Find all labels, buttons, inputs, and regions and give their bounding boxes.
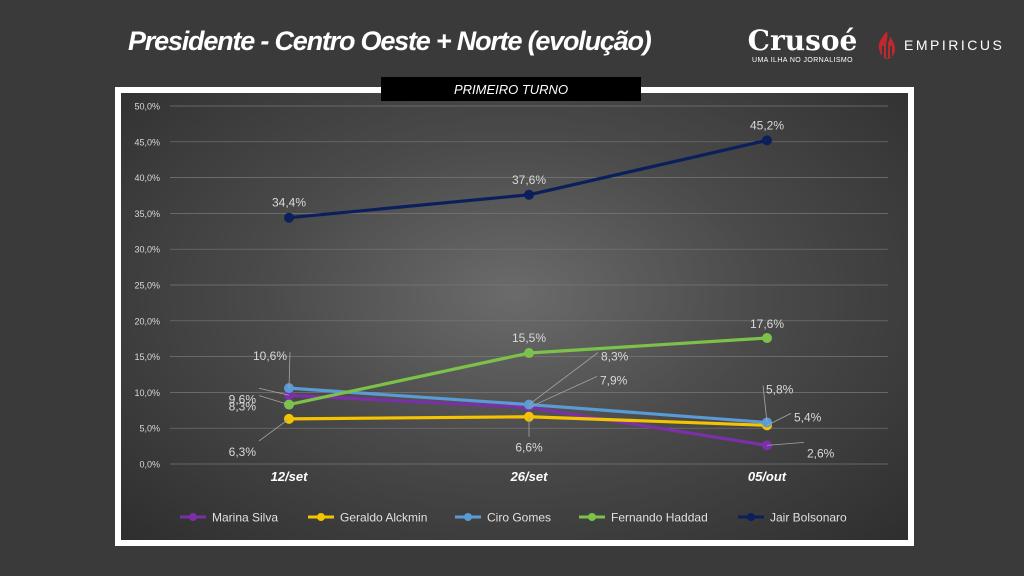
data-label: 10,6% xyxy=(253,349,287,363)
data-label: 9,6% xyxy=(229,392,257,406)
data-label: 8,3% xyxy=(601,350,629,364)
y-tick-label: 5,0% xyxy=(139,424,160,434)
leader-line xyxy=(766,441,805,446)
x-tick-label: 05/out xyxy=(748,469,787,484)
empiricus-flame-icon xyxy=(878,31,895,59)
data-label: 34,4% xyxy=(272,196,306,210)
empiricus-logo: EMPIRICUS xyxy=(876,30,1004,60)
chart-plot-area xyxy=(121,93,908,540)
x-tick-label: 12/set xyxy=(271,469,309,484)
page-title: Presidente - Centro Oeste + Norte (evolu… xyxy=(128,26,652,56)
y-tick-label: 30,0% xyxy=(134,245,160,255)
data-label: 5,8% xyxy=(766,382,794,396)
leader-line xyxy=(528,352,599,405)
leader-line xyxy=(528,376,598,408)
legend-marker xyxy=(317,513,325,521)
legend-marker xyxy=(189,513,197,521)
y-tick-label: 25,0% xyxy=(134,281,160,291)
y-tick-label: 40,0% xyxy=(134,173,160,183)
data-label: 8,3% xyxy=(229,400,257,414)
data-point xyxy=(284,212,294,223)
x-tick-label: 26/set xyxy=(510,469,549,484)
leader-line xyxy=(258,387,290,396)
y-tick-label: 15,0% xyxy=(134,352,160,362)
data-point xyxy=(762,135,772,146)
leader-line xyxy=(762,385,768,423)
crusoe-logo: Crusoé UMA ILHA NO JORNALISMO xyxy=(745,24,860,65)
data-point xyxy=(524,189,534,200)
y-tick-label: 35,0% xyxy=(134,209,160,219)
legend-marker xyxy=(464,513,472,521)
legend-label: Marina Silva xyxy=(212,511,278,525)
data-label: 17,6% xyxy=(750,317,784,331)
data-point xyxy=(524,348,534,359)
leader-line xyxy=(288,352,291,389)
legend-label: Jair Bolsonaro xyxy=(770,511,847,525)
data-label: 7,9% xyxy=(600,373,628,387)
data-label: 15,5% xyxy=(512,331,546,345)
data-point xyxy=(762,332,772,343)
leader-line xyxy=(766,412,792,426)
chart-subtitle-banner: PRIMEIRO TURNO xyxy=(381,77,641,101)
crusoe-logo-tagline: UMA ILHA NO JORNALISMO xyxy=(752,57,853,64)
y-tick-label: 20,0% xyxy=(134,316,160,326)
crusoe-logo-name: Crusoé xyxy=(747,24,858,57)
y-tick-label: 0,0% xyxy=(139,460,160,470)
legend-marker xyxy=(588,513,596,521)
empiricus-logo-name: EMPIRICUS xyxy=(904,37,1005,53)
y-tick-label: 45,0% xyxy=(134,137,160,147)
y-tick-label: 10,0% xyxy=(134,388,160,398)
data-label: 45,2% xyxy=(750,118,784,132)
data-label: 6,6% xyxy=(515,441,543,455)
legend-label: Geraldo Alckmin xyxy=(340,511,427,525)
leader-line xyxy=(258,395,290,405)
data-label: 6,3% xyxy=(229,445,257,459)
legend-label: Fernando Haddad xyxy=(611,511,708,525)
leader-line xyxy=(258,418,290,442)
data-label: 37,6% xyxy=(512,173,546,187)
data-label: 5,4% xyxy=(794,410,822,424)
y-tick-label: 50,0% xyxy=(134,102,160,112)
legend-label: Ciro Gomes xyxy=(487,511,551,525)
legend-marker xyxy=(747,513,755,521)
data-label: 2,6% xyxy=(807,446,835,460)
